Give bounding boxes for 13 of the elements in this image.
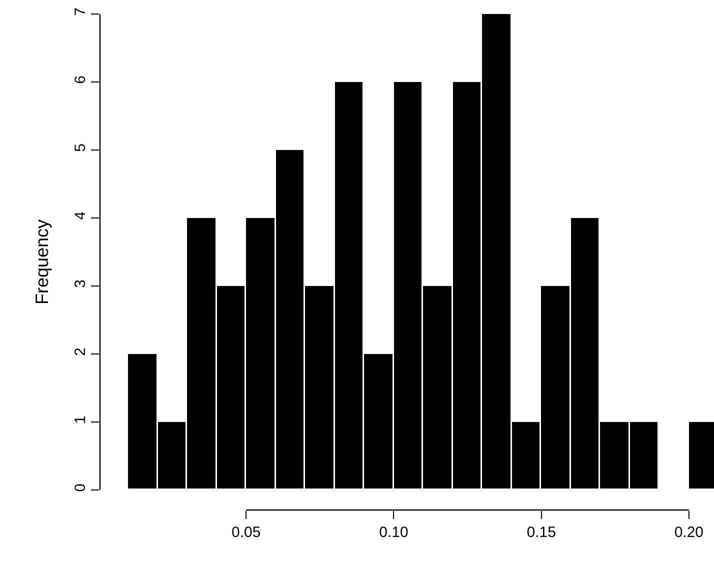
y-tick-label: 1 — [72, 416, 89, 424]
y-tick-label: 2 — [72, 348, 89, 356]
y-tick-label: 7 — [72, 8, 89, 16]
x-tick-label: 0.10 — [379, 524, 408, 541]
y-tick-label: 5 — [72, 144, 89, 152]
y-tick-label: 3 — [72, 280, 89, 288]
x-tick-label: 0.05 — [232, 524, 261, 541]
y-axis-title: Frequency — [32, 219, 52, 305]
y-tick-label: 4 — [72, 212, 89, 220]
y-tick-label: 0 — [72, 484, 89, 492]
x-tick-label: 0.15 — [526, 524, 556, 541]
y-tick-label: 6 — [72, 76, 89, 84]
x-tick-label: 0.20 — [674, 524, 704, 541]
